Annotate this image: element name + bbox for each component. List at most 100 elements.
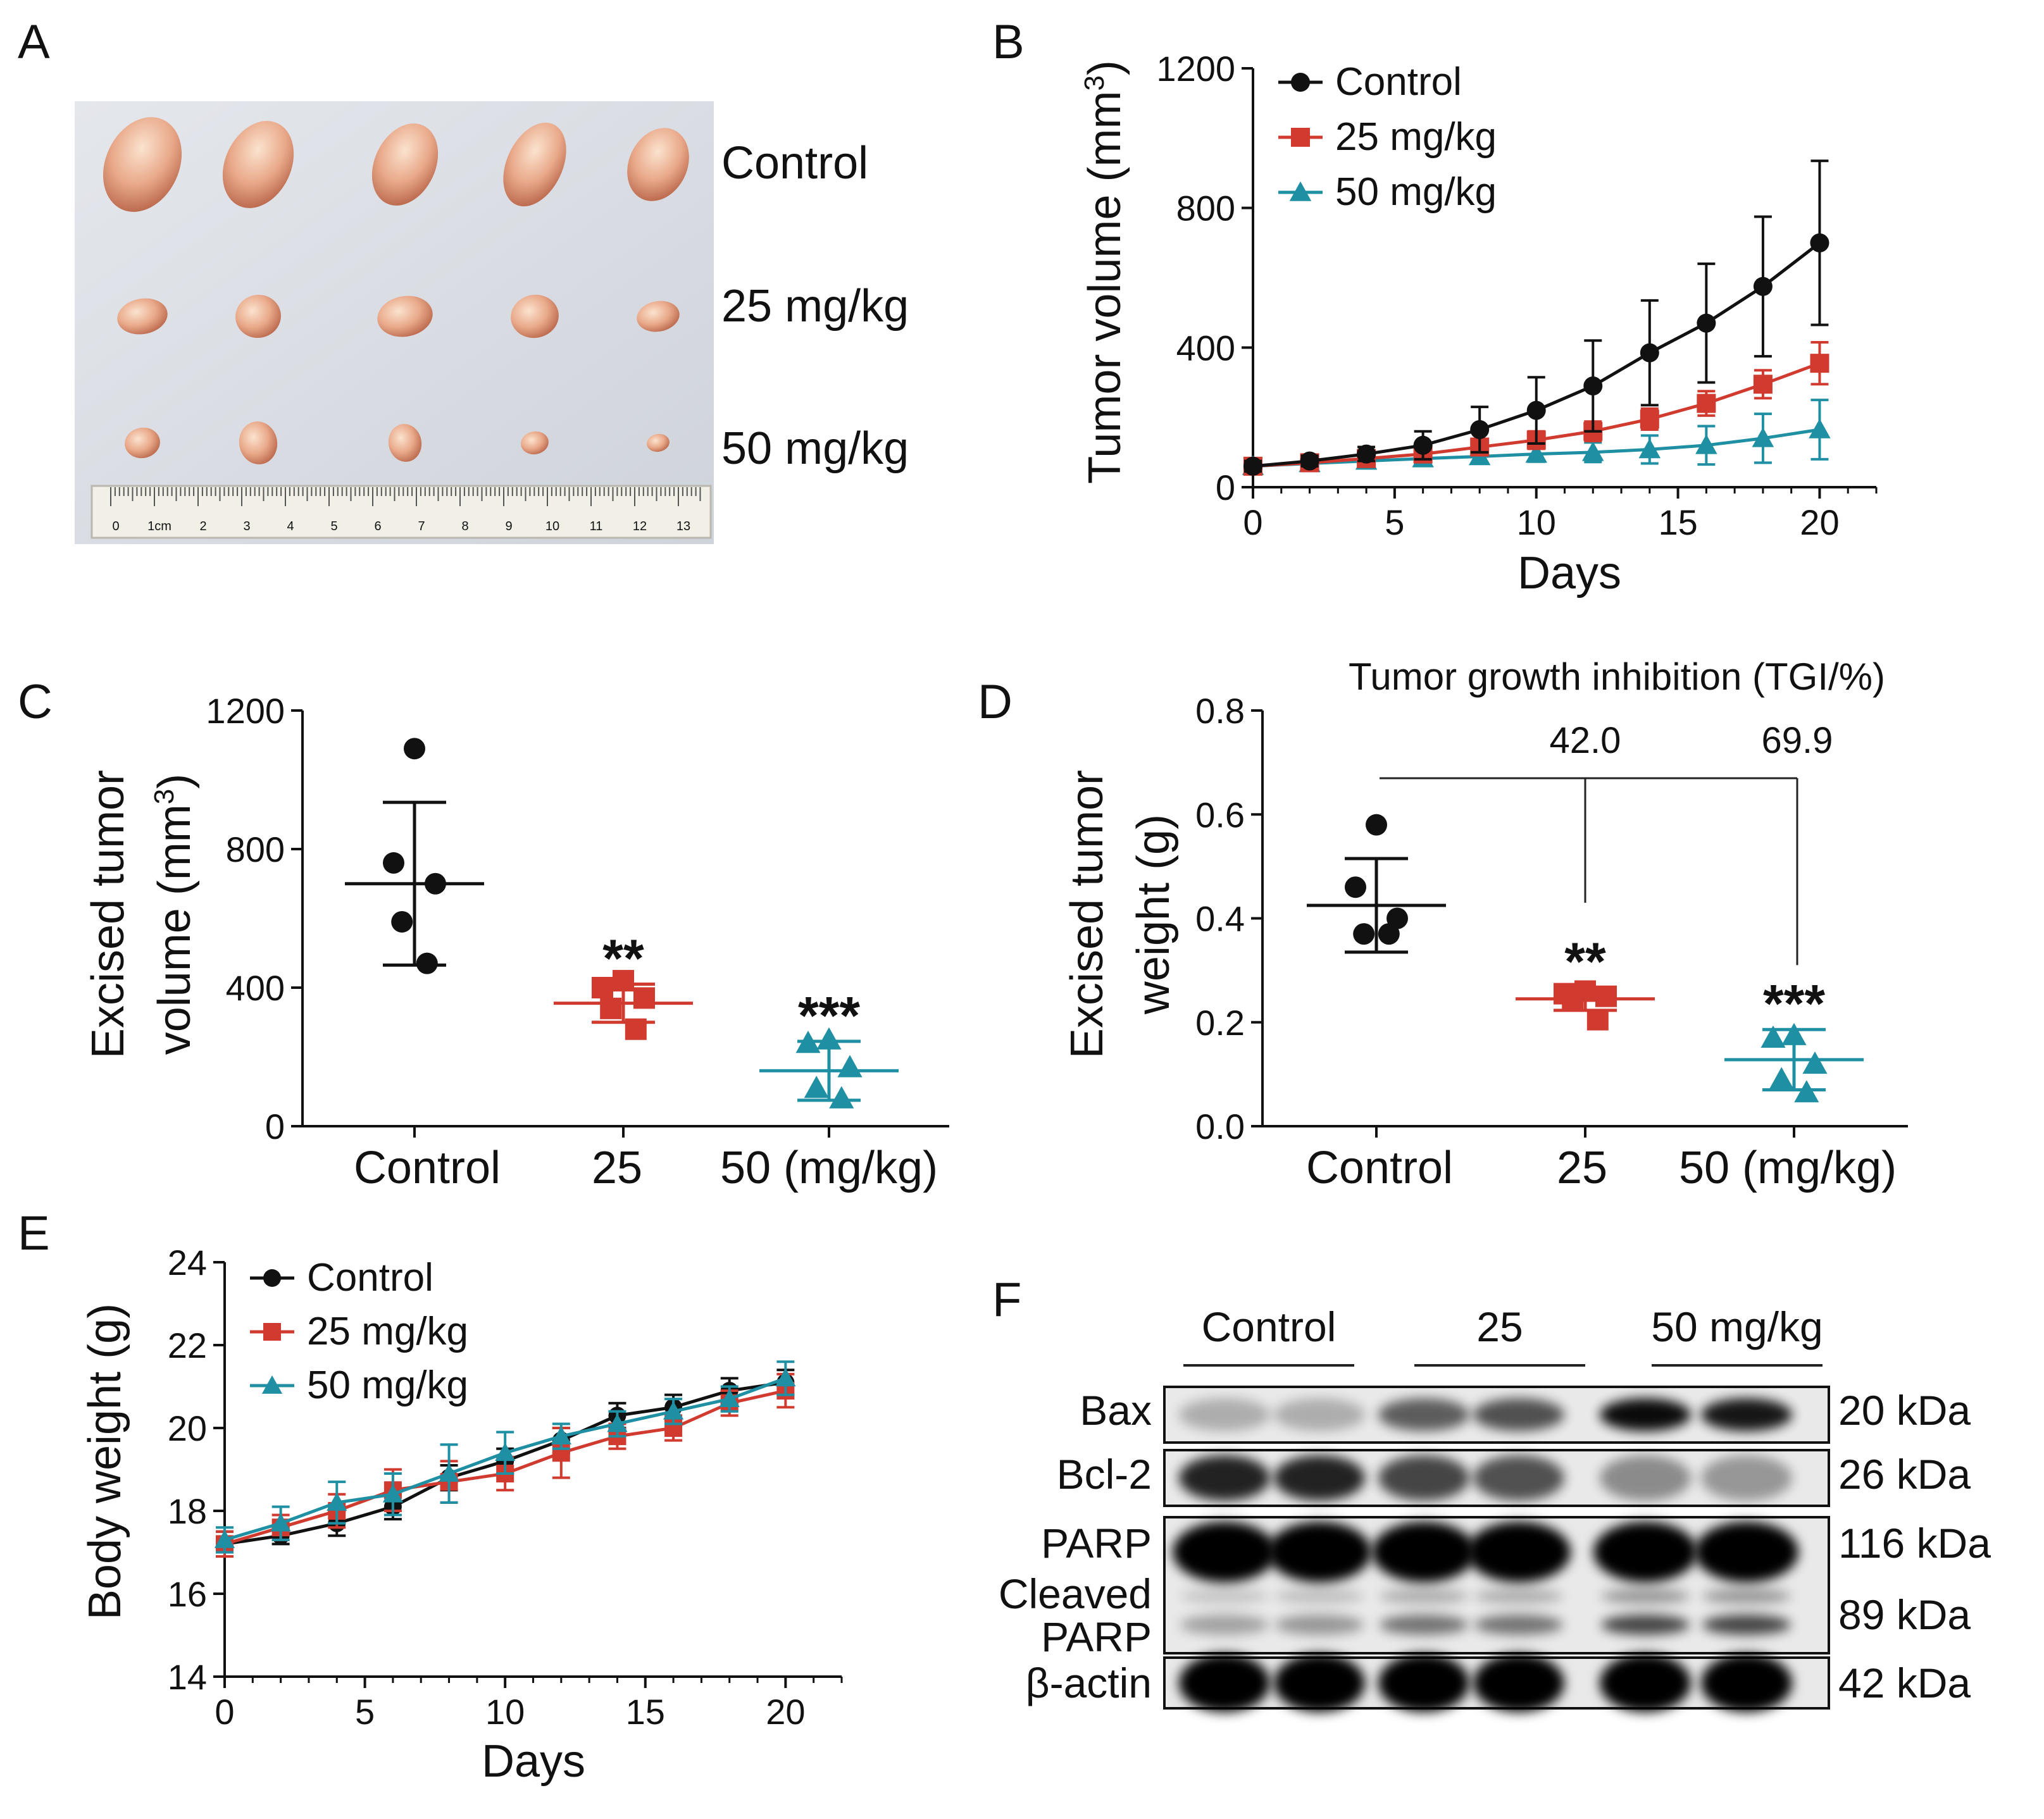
body-weight-x-tick-label: 20	[766, 1692, 805, 1732]
tumor-volume-point	[1357, 444, 1376, 464]
tumor-volume-point	[1753, 375, 1773, 394]
excised-volume-data-point	[816, 1027, 842, 1050]
ruler	[90, 485, 712, 539]
blot-band	[1372, 1522, 1476, 1582]
excised-volume-data-point	[795, 1031, 821, 1053]
ruler-label: 8	[461, 519, 468, 533]
tgi-value-50: 69.9	[1762, 720, 1833, 761]
tumor-specimen	[222, 121, 294, 208]
tumor-volume-chart: 0 5 10 15 20 0 400 800 1200 Days Tumor volume (m…	[1079, 49, 1878, 599]
tumor-specimens	[103, 117, 689, 464]
blot-band	[1378, 1398, 1469, 1431]
excised-volume-data-point	[829, 1086, 854, 1108]
blot-band	[1275, 1589, 1364, 1604]
tumor-volume-point	[1695, 434, 1717, 454]
blot-kda-label: 26 kDa	[1838, 1451, 1971, 1498]
body-weight-y-label: Body weight (g)	[80, 1303, 130, 1620]
body-weight-x-tick-label: 10	[485, 1692, 525, 1732]
tumor-volume-y-tick-label: 0	[1216, 468, 1235, 507]
body-weight-ticks: 0 5 10 15 20 14 16 18 20 22 24	[168, 1243, 843, 1732]
tumor-volume-y-label-close: )	[1080, 60, 1130, 75]
body-weight-x-tick-label: 5	[355, 1692, 375, 1732]
blot-band	[1600, 1455, 1691, 1501]
blot-row-label: β-actin	[1026, 1660, 1152, 1706]
blot-band	[1695, 1522, 1798, 1582]
blot-band	[1467, 1522, 1571, 1582]
tumor-volume-point	[1526, 400, 1546, 420]
body-weight-y-tick-label: 24	[168, 1243, 207, 1282]
ruler-label: 13	[676, 519, 690, 533]
excised-volume-group-2: ***	[759, 986, 899, 1108]
tumor-volume-legend-label: 50 mg/kg	[1335, 170, 1497, 214]
excised-volume-data-point	[592, 977, 613, 998]
blot-band	[1378, 1455, 1469, 1501]
tumor-volume-point	[1752, 427, 1774, 447]
body-weight-x-tick-label: 15	[626, 1692, 665, 1732]
excised-volume-y-tick-label: 400	[226, 968, 285, 1008]
body-weight-y-tick-label: 20	[168, 1408, 207, 1448]
ruler-ticks	[110, 487, 701, 506]
blot-kda-label: 42 kDa	[1838, 1660, 1971, 1706]
tumor-specimen	[637, 301, 680, 332]
body-weight-x-label: Days	[482, 1736, 585, 1787]
body-weight-legend-marker	[263, 1269, 281, 1287]
blot-group-label: Control	[1202, 1303, 1337, 1350]
excised-weight-data-point	[1802, 1051, 1828, 1074]
ruler-label: 10	[545, 519, 559, 533]
excised-volume-data-point	[633, 987, 655, 1009]
photo-row-label-control: Control	[721, 138, 868, 189]
tumor-specimen	[371, 123, 439, 206]
blot-band	[1180, 1589, 1269, 1604]
tumor-volume-series	[1242, 159, 1831, 476]
body-weight-legend-marker	[261, 1375, 283, 1394]
tumor-specimen	[377, 295, 433, 337]
excised-volume-axes	[301, 711, 949, 1127]
excised-volume-data-point	[804, 1076, 829, 1098]
excised-volume-y-tick-label: 800	[226, 829, 285, 869]
excised-volume-significance: ***	[798, 986, 860, 1045]
tumor-volume-point	[1809, 418, 1831, 438]
tumor-volume-y-label-sup: 3	[1079, 75, 1110, 90]
blot-band	[1601, 1615, 1690, 1635]
excised-weight-groups: *****	[1307, 814, 1864, 1103]
body-weight-point	[663, 1401, 684, 1420]
excised-volume-y-label-line2: volume (mm3)	[149, 774, 200, 1055]
excised-volume-y-label-close: )	[149, 774, 200, 789]
excised-volume-category-label: 25	[592, 1143, 642, 1193]
tumor-volume-point	[1582, 441, 1604, 461]
excised-weight-y-label-line1: Excised tumor	[1062, 770, 1112, 1058]
tumor-volume-legend-marker	[1291, 73, 1310, 92]
tumor-volume-y-label-text: Tumor volume (mm	[1080, 91, 1130, 484]
blot-band	[1601, 1589, 1690, 1604]
body-weight-point	[719, 1389, 740, 1408]
body-weight-legend-marker	[263, 1323, 281, 1341]
tumor-volume-x-tick-label: 15	[1658, 502, 1697, 542]
blot-row-4: β-actin 42 kDa	[1026, 1654, 1971, 1712]
tumor-volume-ticks: 0 5 10 15 20 0 400 800 1200	[1156, 49, 1878, 542]
excised-volume-group-0	[345, 738, 484, 974]
body-weight-point	[551, 1426, 571, 1444]
panel-label-c: C	[18, 675, 53, 729]
body-weight-y-tick-label: 16	[168, 1574, 207, 1614]
blot-band	[1380, 1589, 1468, 1604]
excised-volume-y-label-sup: 3	[149, 789, 180, 804]
blot-band	[1600, 1654, 1691, 1712]
panel-label-d: D	[978, 675, 1013, 729]
tumor-volume-legend: Control 25 mg/kg 50 mg/kg	[1278, 60, 1497, 214]
blot-band	[1179, 1455, 1270, 1501]
tumor-volume-y-label: Tumor volume (mm3)	[1079, 60, 1130, 484]
tumor-specimen	[627, 128, 689, 201]
excised-weight-data-point	[1366, 814, 1387, 836]
excised-volume-y-label-line1: Excised tumor	[83, 770, 134, 1058]
excised-weight-data-point	[1595, 985, 1617, 1007]
ruler-label: 0	[112, 519, 119, 533]
excised-volume-y-tick-label: 0	[265, 1107, 285, 1146]
body-weight-y-tick-label: 22	[168, 1325, 207, 1365]
blot-row-label: PARP	[1041, 1520, 1152, 1567]
excised-weight-y-label-line2: weight (g)	[1128, 814, 1179, 1015]
body-weight-chart: 0 5 10 15 20 14 16 18 20 22 24 Days Body weight (g…	[80, 1243, 843, 1787]
excised-weight-data-point	[1586, 1009, 1609, 1031]
body-weight-point	[495, 1443, 516, 1462]
